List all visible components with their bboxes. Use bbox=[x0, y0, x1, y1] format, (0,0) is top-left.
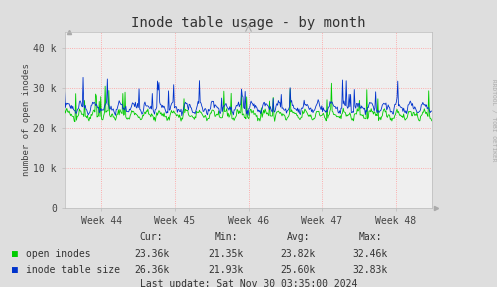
Text: 26.36k: 26.36k bbox=[134, 265, 169, 275]
Text: Last update: Sat Nov 30 03:35:00 2024: Last update: Sat Nov 30 03:35:00 2024 bbox=[140, 279, 357, 287]
Text: ■: ■ bbox=[12, 249, 18, 259]
Text: Max:: Max: bbox=[358, 232, 382, 242]
Text: 21.35k: 21.35k bbox=[209, 249, 244, 259]
Text: Min:: Min: bbox=[214, 232, 238, 242]
Y-axis label: number of open inodes: number of open inodes bbox=[22, 63, 31, 176]
Text: 32.83k: 32.83k bbox=[353, 265, 388, 275]
Text: Avg:: Avg: bbox=[286, 232, 310, 242]
Text: RRDTOOL / TOBI OETIKER: RRDTOOL / TOBI OETIKER bbox=[491, 79, 496, 162]
Text: ■: ■ bbox=[12, 265, 18, 275]
Text: 21.93k: 21.93k bbox=[209, 265, 244, 275]
Text: 23.82k: 23.82k bbox=[281, 249, 316, 259]
Text: 32.46k: 32.46k bbox=[353, 249, 388, 259]
Text: Cur:: Cur: bbox=[140, 232, 164, 242]
Text: 23.36k: 23.36k bbox=[134, 249, 169, 259]
Text: 25.60k: 25.60k bbox=[281, 265, 316, 275]
Text: inode table size: inode table size bbox=[26, 265, 120, 275]
Title: Inode table usage - by month: Inode table usage - by month bbox=[131, 16, 366, 30]
Text: open inodes: open inodes bbox=[26, 249, 90, 259]
